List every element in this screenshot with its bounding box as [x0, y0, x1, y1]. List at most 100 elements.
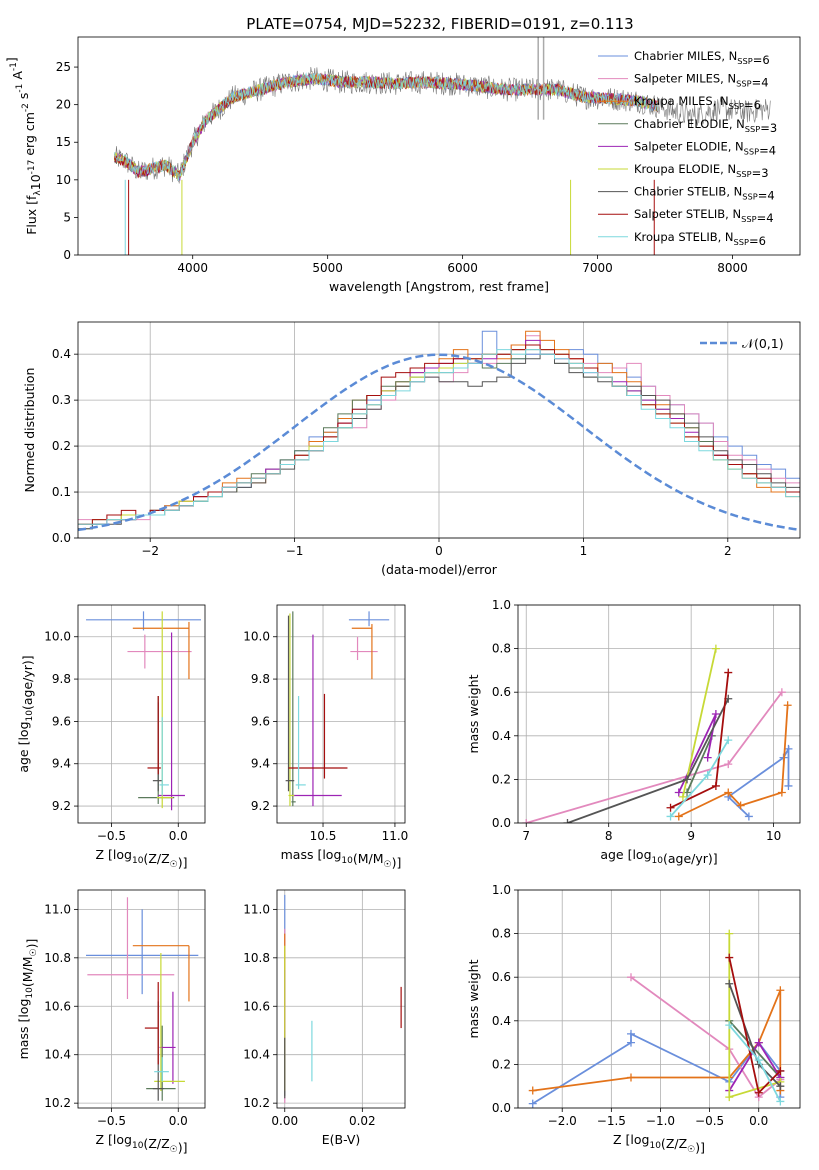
y-axis-label: mass [log10(M/M☉)]: [16, 939, 39, 1060]
weight-marker: [777, 788, 786, 797]
weight-marker: [776, 1082, 785, 1091]
plot-area: [522, 644, 793, 823]
x-tick-label: −1.0: [646, 1114, 675, 1128]
y-tick-label: 9.2: [251, 799, 270, 813]
weight-marker: [725, 953, 734, 962]
y-tick-label: 10.4: [44, 1048, 71, 1062]
weight-marker: [683, 775, 692, 784]
x-tick-label: 10.5: [310, 829, 337, 843]
y-tick-label: 10.8: [243, 951, 270, 965]
x-tick-label: 0.0: [749, 1114, 768, 1128]
panel-Z-age: −0.5 0.0 9.2 9.4 9.6 9.8 10.0 Z [log10(Z/Z☉)] ag…: [16, 604, 206, 870]
weight-marker: [724, 736, 733, 745]
weight-marker: [725, 979, 734, 988]
x-tick-label: 0.0: [169, 829, 188, 843]
legend-label: Chabrier STELIB, NSSP=4: [634, 185, 775, 203]
y-tick-label: 10.6: [44, 999, 71, 1013]
x-tick-label: 0.00: [271, 1114, 298, 1128]
x-tick-label: 7: [522, 829, 530, 843]
weight-marker: [678, 792, 687, 801]
weight-marker: [784, 781, 793, 790]
axes-frame: [276, 889, 406, 1109]
x-tick-label: −1.5: [597, 1114, 626, 1128]
y-tick-label: 10.0: [44, 630, 71, 644]
x-tick-label: −0.5: [97, 1114, 126, 1128]
y-tick-label: 11.0: [44, 902, 71, 916]
weight-marker: [666, 803, 675, 812]
y-tick-label: 9.6: [251, 714, 270, 728]
x-tick-label: 6000: [447, 261, 478, 275]
y-axis-label: age [log10(age/yr)]: [16, 655, 35, 772]
y-tick-label: 9.4: [251, 757, 270, 771]
weight-marker: [744, 812, 753, 821]
residuals-legend: 𝒩(0,1): [700, 336, 784, 351]
plot-area: [86, 611, 201, 811]
panel-age-weight: 7 8 9 10 0.0 0.2 0.4 0.6 0.8 1.0 age [log10(age/yr…: [466, 598, 801, 866]
spectrum-model-line: [114, 72, 658, 182]
plot-area: [114, 37, 771, 255]
normal-curve: [78, 353, 800, 532]
weight-marker: [626, 973, 635, 982]
x-tick-label: 4000: [177, 261, 208, 275]
x-axis-label: E(B-V): [322, 1132, 361, 1147]
weight-marker: [703, 753, 712, 762]
y-tick-label: 0.6: [492, 685, 511, 699]
weight-marker: [776, 1097, 785, 1106]
y-tick-label: 10.2: [44, 1096, 71, 1110]
weight-marker: [626, 1038, 635, 1047]
y-tick-label: 11.0: [243, 902, 270, 916]
x-tick-label: 9: [687, 829, 695, 843]
legend-label: Salpeter ELODIE, NSSP=4: [634, 139, 776, 157]
weight-marker: [528, 1086, 537, 1095]
x-tick-label: 0.0: [169, 1114, 188, 1128]
weight-marker: [754, 1038, 763, 1047]
y-axis-label: Normed distribution: [22, 368, 37, 493]
legend-label: Kroupa MILES, NSSP=6: [634, 94, 761, 112]
spectrum-data-line: [114, 66, 771, 184]
plot-area: [78, 330, 800, 532]
y-tick-label: 1.0: [492, 883, 511, 897]
y-tick-label: 0.0: [492, 1101, 511, 1115]
weight-marker: [563, 819, 572, 823]
axes-frame: [77, 604, 206, 824]
weight-marker: [666, 812, 675, 821]
figure-title: PLATE=0754, MJD=52232, FIBERID=0191, z=0…: [246, 15, 633, 33]
legend-label: Salpeter STELIB, NSSP=4: [634, 207, 774, 225]
y-tick-label: 0.4: [492, 1014, 511, 1028]
weight-marker: [711, 710, 720, 718]
y-tick-label: 25: [56, 60, 71, 74]
legend-label: Kroupa STELIB, NSSP=6: [634, 230, 766, 248]
weight-marker: [703, 771, 712, 780]
x-tick-label: 1: [580, 544, 588, 558]
x-tick-label: 11.0: [382, 829, 409, 843]
axes-frame: [517, 889, 801, 1109]
panel-Z-mass: −0.5 0.0 10.2 10.4 10.6 10.8 11.0 Z [log10(Z/Z☉…: [16, 889, 206, 1155]
y-tick-label: 10.4: [243, 1048, 270, 1062]
y-tick-label: 9.8: [251, 672, 270, 686]
y-axis-label: Flux [fλ10-17 erg cm-2 s-1 A-1]: [4, 57, 43, 235]
weight-line-2: [532, 989, 782, 1092]
weight-marker: [522, 819, 531, 823]
legend-label: Chabrier MILES, NSSP=6: [634, 49, 770, 67]
y-tick-label: 1.0: [492, 598, 511, 612]
weight-marker: [724, 788, 733, 797]
weight-marker: [776, 986, 785, 995]
histogram-8: [78, 349, 800, 525]
x-axis-label: wavelength [Angstrom, rest frame]: [329, 279, 549, 294]
weight-marker: [777, 688, 786, 697]
x-tick-label: 0.02: [349, 1114, 376, 1128]
weight-marker: [674, 812, 683, 821]
panel-mass-age: 10.5 11.0 9.2 9.4 9.6 9.8 10.0 mass [log10(M/M☉…: [243, 604, 409, 870]
weight-line-3: [686, 735, 713, 793]
weight-marker: [724, 760, 733, 769]
axes-frame: [517, 604, 801, 824]
weight-marker: [725, 1093, 734, 1102]
y-tick-label: 0.1: [52, 485, 71, 499]
panel-residuals: −2 −1 0 1 2 0.0 0.1 0.2 0.3 0.4 (data-model)/error…: [22, 321, 801, 577]
x-axis-label: mass [log10(M/M☉)]: [281, 847, 402, 870]
y-tick-label: 0.3: [52, 393, 71, 407]
weight-line-1: [630, 976, 781, 1099]
weight-marker: [776, 1066, 785, 1075]
y-tick-label: 10.2: [243, 1096, 270, 1110]
x-tick-label: 2: [724, 544, 732, 558]
